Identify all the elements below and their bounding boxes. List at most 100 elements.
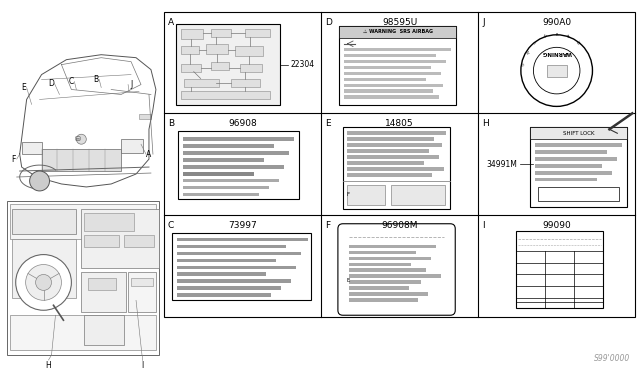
Bar (180, 64, 201, 71)
Text: E: E (325, 119, 331, 128)
Text: J: J (130, 80, 132, 89)
Text: 96908: 96908 (228, 119, 257, 128)
Text: B: B (93, 75, 99, 84)
Bar (344, 90, 433, 93)
Bar (7, 201, 159, 355)
Bar (349, 292, 428, 296)
Bar (241, 64, 262, 71)
Bar (177, 279, 291, 283)
Bar (177, 245, 286, 248)
Text: N: N (524, 51, 528, 55)
Bar (10, 204, 156, 239)
Bar (183, 186, 269, 189)
Bar (349, 275, 442, 278)
Circle shape (26, 264, 61, 300)
Bar (530, 127, 627, 207)
Text: W: W (577, 41, 582, 46)
Bar (12, 239, 76, 298)
Bar (177, 286, 281, 290)
Text: A: A (147, 150, 152, 158)
Bar (535, 157, 618, 161)
Text: G: G (519, 63, 524, 66)
Bar (535, 164, 602, 167)
Bar (349, 269, 426, 272)
Bar (183, 165, 284, 169)
Text: F: F (347, 192, 350, 198)
Bar (344, 96, 439, 99)
Text: E: E (21, 83, 26, 92)
Bar (88, 278, 116, 291)
Text: 22304: 22304 (290, 60, 314, 69)
Text: 98595U: 98595U (382, 18, 417, 27)
Bar (183, 137, 294, 141)
Text: WARNING: WARNING (541, 50, 572, 55)
Circle shape (521, 35, 593, 106)
Bar (538, 187, 620, 201)
Text: D: D (49, 79, 54, 88)
Bar (184, 78, 219, 87)
Bar (535, 150, 607, 154)
Bar (339, 26, 456, 38)
Bar (81, 272, 126, 312)
Text: E: E (347, 278, 350, 283)
Bar (84, 315, 124, 345)
Text: I: I (141, 361, 143, 370)
Bar (347, 185, 385, 205)
Bar (347, 143, 442, 147)
Bar (535, 178, 598, 182)
Bar (344, 65, 431, 69)
Bar (230, 78, 260, 87)
Bar (236, 46, 263, 56)
Bar (180, 29, 203, 39)
Bar (12, 209, 76, 234)
Bar (349, 280, 421, 284)
Bar (347, 131, 446, 135)
Text: ⛁: ⛁ (74, 136, 80, 142)
Bar (347, 167, 444, 170)
Bar (530, 127, 627, 139)
Bar (121, 139, 143, 153)
Text: 14805: 14805 (385, 119, 414, 128)
Bar (343, 127, 451, 209)
Circle shape (533, 47, 580, 94)
Bar (516, 231, 604, 308)
Bar (177, 266, 296, 269)
Circle shape (29, 171, 49, 191)
Bar (349, 286, 408, 290)
Bar (211, 62, 228, 70)
Text: N: N (543, 35, 547, 39)
Bar (177, 294, 271, 297)
Bar (183, 179, 279, 183)
Bar (178, 131, 299, 199)
Bar (84, 213, 134, 231)
Bar (344, 84, 444, 87)
Bar (128, 272, 156, 312)
Text: I: I (482, 221, 484, 230)
Bar (183, 193, 259, 196)
Bar (176, 24, 280, 105)
Bar (172, 233, 311, 300)
Bar (183, 158, 264, 161)
Bar (245, 29, 270, 37)
Text: F: F (12, 155, 16, 164)
Bar (347, 173, 433, 176)
Text: 73997: 73997 (228, 221, 257, 230)
Bar (344, 78, 426, 81)
Text: H: H (482, 119, 489, 128)
Bar (177, 259, 276, 262)
Bar (42, 149, 121, 171)
Bar (177, 272, 266, 276)
Text: C: C (168, 221, 174, 230)
Bar (180, 92, 270, 99)
Bar (22, 142, 42, 154)
Bar (164, 12, 636, 317)
Bar (535, 143, 622, 147)
Text: F: F (325, 221, 330, 230)
Bar (347, 149, 429, 153)
Text: R: R (556, 33, 558, 37)
Bar (349, 251, 417, 254)
Text: D: D (325, 18, 332, 27)
Text: B: B (168, 119, 174, 128)
Bar (84, 235, 119, 247)
Bar (139, 114, 151, 119)
